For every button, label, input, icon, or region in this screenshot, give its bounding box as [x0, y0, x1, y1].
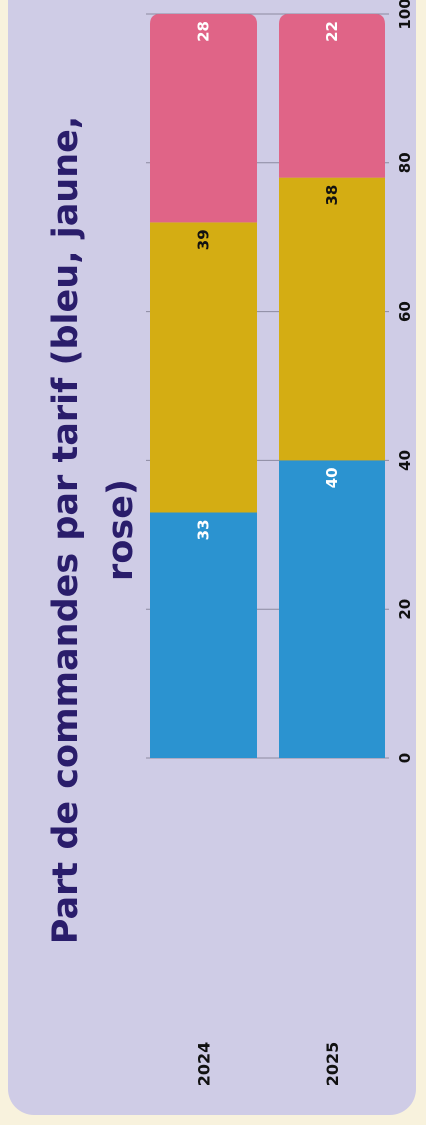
bar-segment-2024-2	[150, 222, 257, 513]
value-axis: 0 20 40 60 80 100	[396, 0, 414, 763]
value-label-2024-2: 39	[195, 229, 213, 250]
value-label-2025-3: 22	[323, 21, 341, 42]
category-axis: 2024 2025	[195, 1042, 343, 1087]
chart-title-line-1: Part de commandes par tarif (bleu, jaune…	[46, 116, 86, 944]
bar-segment-2025-3	[279, 14, 385, 178]
tick-label-40: 40	[396, 450, 414, 471]
bar-segment-2024-3	[150, 14, 257, 223]
tick-label-60: 60	[396, 301, 414, 322]
bar-segment-2025-1	[279, 460, 385, 758]
category-label-2024: 2024	[195, 1042, 214, 1087]
chart-title-line-2: rose)	[101, 479, 141, 581]
bar-segment-2025-2	[279, 177, 385, 461]
value-label-2025-1: 40	[323, 467, 341, 488]
tick-label-20: 20	[396, 599, 414, 620]
bars	[150, 14, 385, 758]
value-labels: 33 39 28 40 38 22	[195, 21, 342, 540]
value-label-2024-3: 28	[195, 21, 213, 42]
category-label-2025: 2025	[323, 1042, 342, 1087]
value-label-2025-2: 38	[323, 185, 341, 206]
value-label-2024-1: 33	[195, 519, 213, 540]
chart-title: Part de commandes par tarif (bleu, jaune…	[46, 116, 141, 944]
tick-label-0: 0	[396, 753, 414, 763]
tick-label-100: 100	[396, 0, 414, 30]
bar-segment-2024-1	[150, 512, 257, 758]
tick-label-80: 80	[396, 152, 414, 173]
